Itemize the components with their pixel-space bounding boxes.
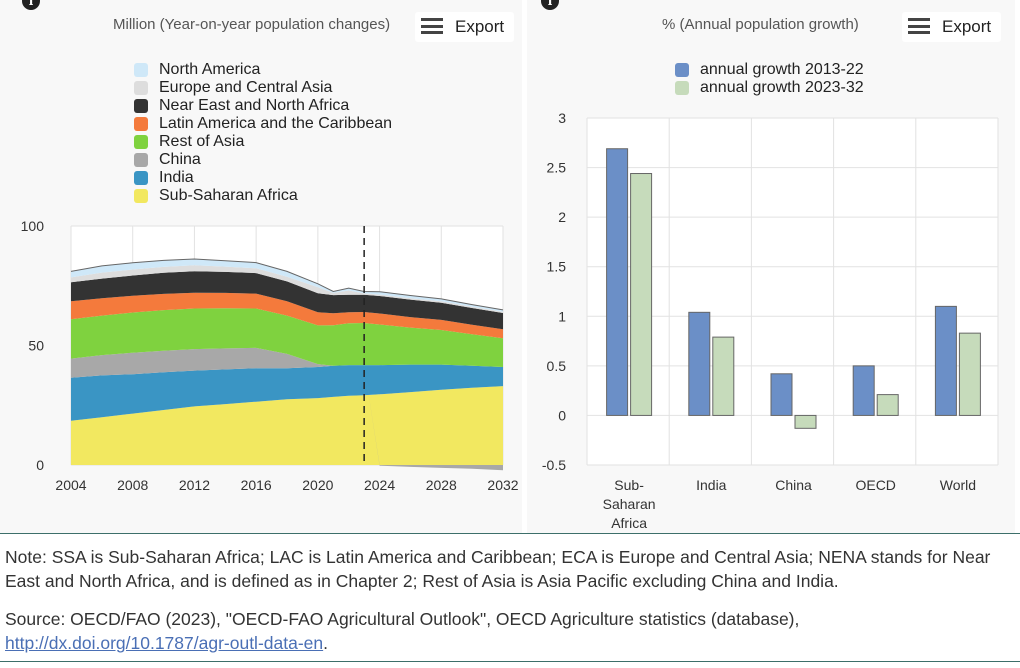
x-tick-label: 2032 (487, 477, 518, 493)
x-tick-label: 2020 (302, 477, 333, 493)
x-category-label-line: Sub- (614, 477, 644, 493)
x-category-label-line: Africa (611, 515, 647, 531)
right-legend: annual growth 2013-22 annual growth 2023-… (675, 61, 935, 101)
source-suffix: . (323, 633, 329, 653)
x-category-label-line: OECD (855, 477, 895, 493)
bar (630, 173, 653, 416)
export-label: Export (455, 17, 505, 36)
x-tick-label: 2016 (241, 477, 272, 493)
x-tick-label: 2024 (364, 477, 395, 493)
y-tick-label: 100 (21, 218, 45, 234)
bar (934, 305, 957, 416)
bar (712, 336, 735, 416)
source-text: Source: OECD/FAO (2023), "OECD-FAO Agric… (5, 609, 800, 629)
y-tick-label: 2.5 (547, 160, 567, 176)
y-tick-label: 50 (28, 338, 44, 354)
legend-label: annual growth 2023-32 (700, 79, 864, 96)
y-tick-label: 1 (558, 308, 566, 324)
x-category-label-line: China (775, 477, 812, 493)
chart-note: Note: SSA is Sub-Saharan Africa; LAC is … (5, 547, 991, 591)
info-icon[interactable]: i (541, 0, 559, 10)
legend-swatch (134, 153, 148, 167)
x-category-label: China (775, 477, 812, 493)
legend-label: annual growth 2013-22 (700, 61, 864, 78)
legend-swatch (134, 99, 148, 113)
source-link[interactable]: http://dx.doi.org/10.1787/agr-outl-data-… (5, 633, 324, 653)
area-series-near-east-and-north-africa (71, 271, 503, 330)
x-category-label: OECD (855, 477, 895, 493)
bar (794, 414, 817, 429)
area-series-sub-saharan-africa (71, 386, 503, 465)
legend-label: Europe and Central Asia (159, 79, 333, 96)
x-category-label: Sub- Saharan Africa (603, 477, 656, 531)
legend-swatch (675, 63, 689, 77)
info-icon[interactable]: i (22, 0, 40, 10)
y-tick-label: -0.5 (542, 457, 566, 473)
bar (688, 311, 711, 416)
bar (606, 148, 629, 416)
legend-swatch (134, 63, 148, 77)
legend-swatch (134, 171, 148, 185)
menu-icon (908, 18, 930, 34)
legend-label: China (159, 151, 201, 168)
y-tick-label: 1.5 (547, 259, 567, 275)
divider (0, 533, 1020, 534)
bar (852, 365, 875, 416)
y-tick-label: 0 (36, 457, 44, 473)
legend-label: Rest of Asia (159, 133, 245, 150)
legend-label: North America (159, 61, 261, 78)
x-tick-label: 2028 (426, 477, 457, 493)
bar (876, 394, 899, 416)
legend-swatch (134, 117, 148, 131)
y-tick-label: 3 (558, 110, 566, 126)
legend-label: Sub-Saharan Africa (159, 187, 298, 204)
area-series-latin-america-and-the-caribbean (71, 292, 503, 339)
legend-swatch (675, 81, 689, 95)
x-tick-label: 2012 (179, 477, 210, 493)
area-top-outline (70, 258, 504, 311)
x-category-label-line: Saharan (603, 496, 656, 512)
area-series-china (71, 347, 503, 471)
right-export-button[interactable]: Export (902, 12, 1002, 42)
x-tick-label: 2004 (55, 477, 86, 493)
area-series-rest-of-asia (71, 308, 503, 367)
x-category-label: India (696, 477, 727, 493)
y-tick-label: 2 (558, 209, 566, 225)
left-chart-title: Million (Year-on-year population changes… (113, 16, 391, 33)
chart-source: Source: OECD/FAO (2023), "OECD-FAO Agric… (5, 607, 1015, 655)
legend-label: Latin America and the Caribbean (159, 115, 393, 132)
area-series-india (71, 364, 503, 421)
left-legend: North America Europe and Central Asia Near… (134, 61, 434, 206)
grouped-bar-chart: -0.5 0 0.5 1 1.5 2 2.5 3 Sub- Saharan Africa India C… (542, 110, 999, 531)
legend-label: India (159, 169, 194, 186)
left-export-button[interactable]: Export (415, 12, 515, 42)
legend-label: Near East and North Africa (159, 97, 350, 114)
x-tick-label: 2008 (117, 477, 148, 493)
right-chart-title: % (Annual population growth) (662, 16, 859, 33)
bar (958, 332, 981, 416)
x-category-label-line: India (696, 477, 727, 493)
bar (770, 373, 793, 416)
stacked-area-chart: 0 50 100 2004 2008 2012 2016 2020 2024 2028 2032 (21, 218, 519, 493)
legend-swatch (134, 189, 148, 203)
y-tick-label: 0.5 (547, 358, 567, 374)
stacked-area-chart-panel: i Million (Year-on-year population chang… (0, 0, 522, 534)
export-label: Export (942, 17, 992, 36)
menu-icon (421, 18, 443, 34)
bar-chart-panel: i % (Annual population growth) Export an… (527, 0, 1015, 534)
x-category-label-line: World (940, 477, 976, 493)
legend-swatch (134, 135, 148, 149)
x-category-label: World (940, 477, 976, 493)
divider (0, 661, 1020, 662)
legend-swatch (134, 81, 148, 95)
y-tick-label: 0 (558, 407, 566, 423)
